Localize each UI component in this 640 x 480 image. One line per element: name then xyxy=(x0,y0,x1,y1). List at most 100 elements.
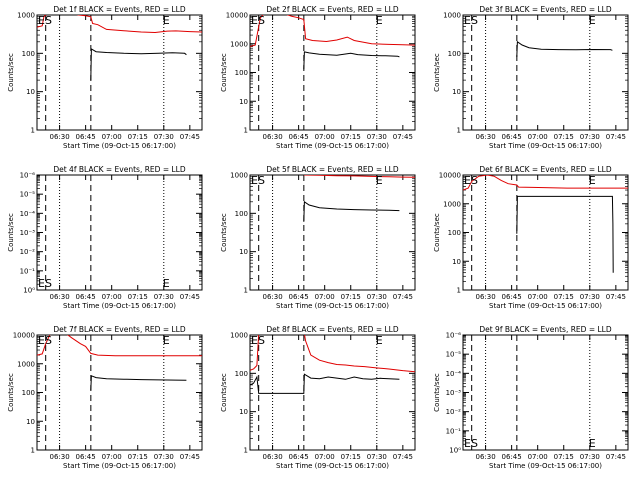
x-tick-label: 07:45 xyxy=(180,293,200,301)
marker-e: E xyxy=(376,14,383,27)
x-tick-label: 07:15 xyxy=(128,133,148,141)
y-tick-label: 10000 xyxy=(439,172,461,180)
x-tick-label: 07:45 xyxy=(606,133,626,141)
y-tick-label: 10⁻⁴ xyxy=(446,370,462,378)
series-events-line xyxy=(303,200,400,222)
panel-det-1f: Det 1f BLACK = Events, RED = LLD 1 10 100 10… xyxy=(7,5,203,150)
x-tick-label: 07:45 xyxy=(606,293,626,301)
x-tick-label: 06:45 xyxy=(76,293,96,301)
panel-title: Det 3f BLACK = Events, RED = LLD xyxy=(479,5,612,14)
panel-det-7f: Det 7f BLACK = Events, RED = LLD 1 10 100 10… xyxy=(7,325,203,470)
y-tick-label: 1000 xyxy=(230,332,248,340)
y-tick-label: 10 xyxy=(239,248,248,256)
plot-frame xyxy=(462,174,629,291)
y-tick-label: 1 xyxy=(457,127,461,135)
panel-title: Det 9f BLACK = Events, RED = LLD xyxy=(479,325,612,334)
marker-es: ES xyxy=(464,14,478,27)
x-axis-label: Start Time (09-Oct-15 06:17:00) xyxy=(489,302,602,310)
plot-frame xyxy=(249,334,416,451)
y-tick-label: 1000 xyxy=(443,200,461,208)
x-tick-label: 07:00 xyxy=(315,293,335,301)
x-tick-label: 07:15 xyxy=(128,293,148,301)
x-tick-label: 06:30 xyxy=(262,293,282,301)
x-axis-label: Start Time (09-Oct-15 06:17:00) xyxy=(276,142,389,150)
y-tick-label: 1 xyxy=(31,447,35,455)
x-tick-label: 07:30 xyxy=(367,453,387,461)
marker-es: ES xyxy=(464,437,478,450)
panel-title: Det 6f BLACK = Events, RED = LLD xyxy=(479,165,612,174)
x-tick-label: 07:45 xyxy=(393,453,413,461)
x-tick-label: 07:15 xyxy=(554,293,574,301)
marker-e: E xyxy=(589,437,596,450)
y-tick-label: 100 xyxy=(448,229,461,237)
x-tick-label: 07:00 xyxy=(528,133,548,141)
panel-title: Det 1f BLACK = Events, RED = LLD xyxy=(53,5,186,14)
x-tick-label: 06:45 xyxy=(289,293,309,301)
y-tick-label: 10⁰ xyxy=(23,287,35,295)
x-axis-label: Start Time (09-Oct-15 06:17:00) xyxy=(63,462,176,470)
marker-e: E xyxy=(376,174,383,187)
y-tick-label: 1000 xyxy=(17,360,35,368)
x-tick-label: 07:15 xyxy=(128,453,148,461)
panel-det-2f: Det 2f BLACK = Events, RED = LLD 1 10 100 10… xyxy=(220,5,416,150)
x-tick-label: 07:15 xyxy=(341,293,361,301)
x-tick-label: 07:00 xyxy=(528,453,548,461)
series-events-line xyxy=(90,48,187,81)
y-tick-label: 1 xyxy=(457,287,461,295)
y-tick-label: 10 xyxy=(26,418,35,426)
y-axis-label: Counts/sec xyxy=(7,373,15,412)
x-tick-label: 07:15 xyxy=(554,453,574,461)
x-tick-label: 07:00 xyxy=(102,293,122,301)
x-tick-label: 07:30 xyxy=(154,133,174,141)
marker-e: E xyxy=(163,14,170,27)
marker-es: ES xyxy=(251,14,265,27)
y-tick-label: 10 xyxy=(239,408,248,416)
x-tick-label: 07:00 xyxy=(315,133,335,141)
x-tick-label: 07:45 xyxy=(393,133,413,141)
panel-title: Det 2f BLACK = Events, RED = LLD xyxy=(266,5,399,14)
y-tick-label: 10⁻² xyxy=(446,408,462,416)
plot-frame xyxy=(249,174,416,291)
y-tick-label: 10000 xyxy=(13,332,35,340)
y-tick-label: 1000 xyxy=(17,12,35,20)
plot-frame xyxy=(462,14,629,131)
y-tick-label: 100 xyxy=(235,370,248,378)
y-tick-label: 1 xyxy=(244,447,248,455)
x-tick-label: 06:45 xyxy=(289,133,309,141)
marker-es: ES xyxy=(38,334,52,347)
x-axis-label: Start Time (09-Oct-15 06:17:00) xyxy=(276,462,389,470)
x-tick-label: 07:45 xyxy=(393,293,413,301)
x-axis-label: Start Time (09-Oct-15 06:17:00) xyxy=(63,302,176,310)
marker-e: E xyxy=(163,334,170,347)
series-lld-line xyxy=(37,335,202,357)
y-axis-label: Counts/sec xyxy=(433,373,441,412)
y-tick-label: 1000 xyxy=(230,40,248,48)
x-tick-label: 07:00 xyxy=(102,453,122,461)
y-tick-label: 1000 xyxy=(230,172,248,180)
x-tick-label: 07:30 xyxy=(580,293,600,301)
x-tick-label: 06:45 xyxy=(502,133,522,141)
y-tick-label: 10⁻⁶ xyxy=(20,172,36,180)
x-tick-label: 07:30 xyxy=(367,293,387,301)
x-tick-label: 07:30 xyxy=(580,133,600,141)
x-axis-label: Start Time (09-Oct-15 06:17:00) xyxy=(63,142,176,150)
x-tick-label: 06:30 xyxy=(262,133,282,141)
marker-es: ES xyxy=(251,334,265,347)
y-tick-label: 1 xyxy=(244,127,248,135)
x-tick-label: 06:45 xyxy=(289,453,309,461)
panel-det-8f: Det 8f BLACK = Events, RED = LLD 1 10 100 10… xyxy=(220,325,416,470)
plot-frame xyxy=(36,14,203,131)
plot-frame xyxy=(249,14,416,131)
y-tick-label: 1 xyxy=(31,127,35,135)
series-lld-line xyxy=(463,175,628,191)
y-tick-label: 10⁻⁴ xyxy=(20,210,36,218)
x-tick-label: 06:30 xyxy=(262,453,282,461)
y-tick-label: 10000 xyxy=(226,12,248,20)
panel-det-6f: Det 6f BLACK = Events, RED = LLD 1 10 100 10… xyxy=(433,165,629,310)
y-tick-label: 10⁻⁵ xyxy=(20,191,36,199)
panel-det-3f: Det 3f BLACK = Events, RED = LLD 1 10 100 10… xyxy=(433,5,629,150)
panel-title: Det 8f BLACK = Events, RED = LLD xyxy=(266,325,399,334)
x-tick-label: 07:00 xyxy=(102,133,122,141)
y-tick-label: 1 xyxy=(244,287,248,295)
x-tick-label: 06:45 xyxy=(76,133,96,141)
